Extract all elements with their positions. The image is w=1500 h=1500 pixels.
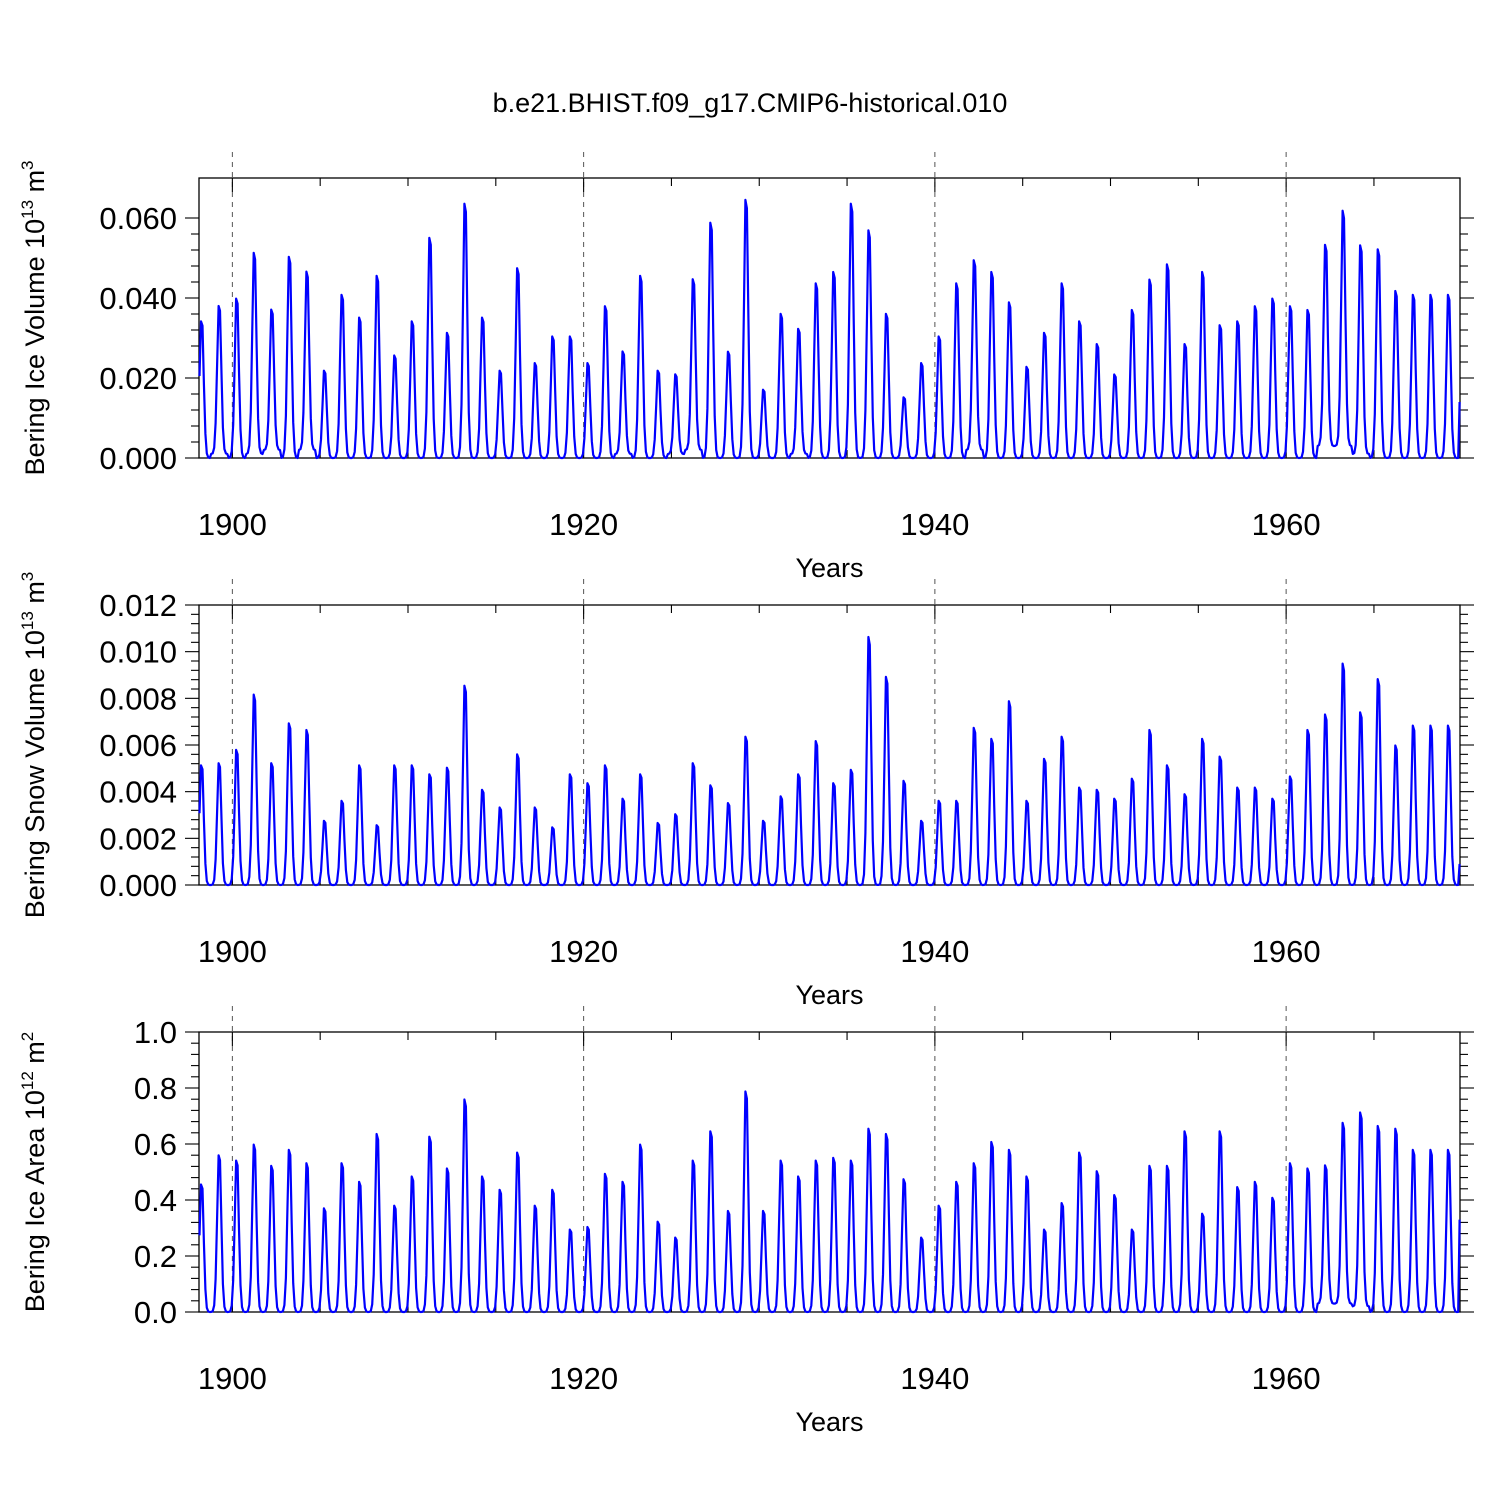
- y-axis-title-unit: m: [20, 581, 50, 611]
- y-tick-label: 0.040: [99, 281, 177, 316]
- y-axis-title: Bering Ice Area 1012 m2: [18, 1032, 50, 1313]
- data-series-snow-volume: [198, 635, 1461, 887]
- y-tick-label: 0.000: [99, 441, 177, 476]
- figure-title: b.e21.BHIST.f09_g17.CMIP6-historical.010: [493, 88, 1008, 118]
- y-axis-title-main: Bering Snow Volume 10: [20, 630, 50, 918]
- y-tick-label: 0.2: [134, 1239, 177, 1274]
- y-tick-label: 0.020: [99, 361, 177, 396]
- y-axis-title-exponent: 13: [18, 611, 37, 630]
- x-tick-label: 1900: [198, 1361, 267, 1396]
- x-tick-label: 1920: [549, 1361, 618, 1396]
- y-tick-label: 0.8: [134, 1071, 177, 1106]
- data-series-ice-volume: [198, 198, 1461, 460]
- x-axis-title: Years: [795, 980, 863, 1010]
- y-tick-label: 0.008: [99, 681, 177, 716]
- y-axis-title-unit: m: [20, 1041, 50, 1071]
- x-tick-label: 1940: [900, 1361, 969, 1396]
- y-tick-label: 0.012: [99, 588, 177, 623]
- plot-frame: [198, 177, 1461, 459]
- chart-panel-ice-area: 0.0 0.2 0.4 0.6 0.8 1.0 1900 1920 1940 1960 Years B…: [18, 1006, 1474, 1437]
- y-axis-title-unit: m: [20, 170, 50, 200]
- x-tick-label: 1960: [1252, 1361, 1321, 1396]
- y-axis-title-unit-exponent: 2: [18, 1032, 37, 1041]
- y-axis-title-unit-exponent: 3: [18, 160, 37, 169]
- y-axis-title: Bering Snow Volume 1013 m3: [18, 572, 50, 919]
- plot-frame: [198, 1031, 1461, 1313]
- y-tick-label: 1.0: [134, 1015, 177, 1050]
- x-tick-label: 1960: [1252, 934, 1321, 969]
- x-tick-label: 1920: [549, 507, 618, 542]
- y-tick-label: 0.060: [99, 201, 177, 236]
- x-axis-title: Years: [795, 553, 863, 583]
- y-axis-title-exponent: 13: [18, 200, 37, 219]
- y-tick-label: 0.010: [99, 635, 177, 670]
- y-axis-title: Bering Ice Volume 1013 m3: [18, 160, 50, 475]
- y-axis-title-main: Bering Ice Volume 10: [20, 219, 50, 476]
- y-tick-label: 0.006: [99, 728, 177, 763]
- x-axis-title: Years: [795, 1407, 863, 1437]
- y-tick-label: 0.4: [134, 1183, 177, 1218]
- x-tick-label: 1960: [1252, 507, 1321, 542]
- x-tick-label: 1940: [900, 507, 969, 542]
- y-tick-label: 0.002: [99, 821, 177, 856]
- y-axis-title-exponent: 12: [18, 1071, 37, 1090]
- x-tick-label: 1900: [198, 507, 267, 542]
- chart-panel-ice-volume: 0.000 0.020 0.040 0.060 1900 1920 1940 1960 Year…: [18, 152, 1474, 583]
- chart-panel-snow-volume: 0.000 0.002 0.004 0.006 0.008 0.010 0.012 1900 1…: [18, 572, 1474, 1010]
- x-tick-label: 1940: [900, 934, 969, 969]
- panels: 0.000 0.020 0.040 0.060 1900 1920 1940 1960 Year…: [18, 152, 1474, 1437]
- y-tick-label: 0.004: [99, 775, 177, 810]
- y-axis-title-unit-exponent: 3: [18, 572, 37, 581]
- data-series-ice-area: [198, 1090, 1461, 1314]
- x-tick-label: 1920: [549, 934, 618, 969]
- y-axis-title-main: Bering Ice Area 10: [20, 1090, 50, 1312]
- y-tick-label: 0.000: [99, 868, 177, 903]
- y-tick-label: 0.0: [134, 1295, 177, 1330]
- y-tick-label: 0.6: [134, 1127, 177, 1162]
- x-tick-label: 1900: [198, 934, 267, 969]
